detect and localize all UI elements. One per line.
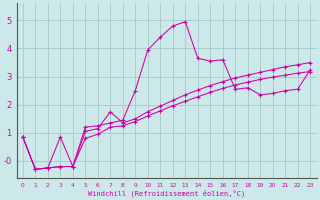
X-axis label: Windchill (Refroidissement éolien,°C): Windchill (Refroidissement éolien,°C)	[88, 189, 245, 197]
